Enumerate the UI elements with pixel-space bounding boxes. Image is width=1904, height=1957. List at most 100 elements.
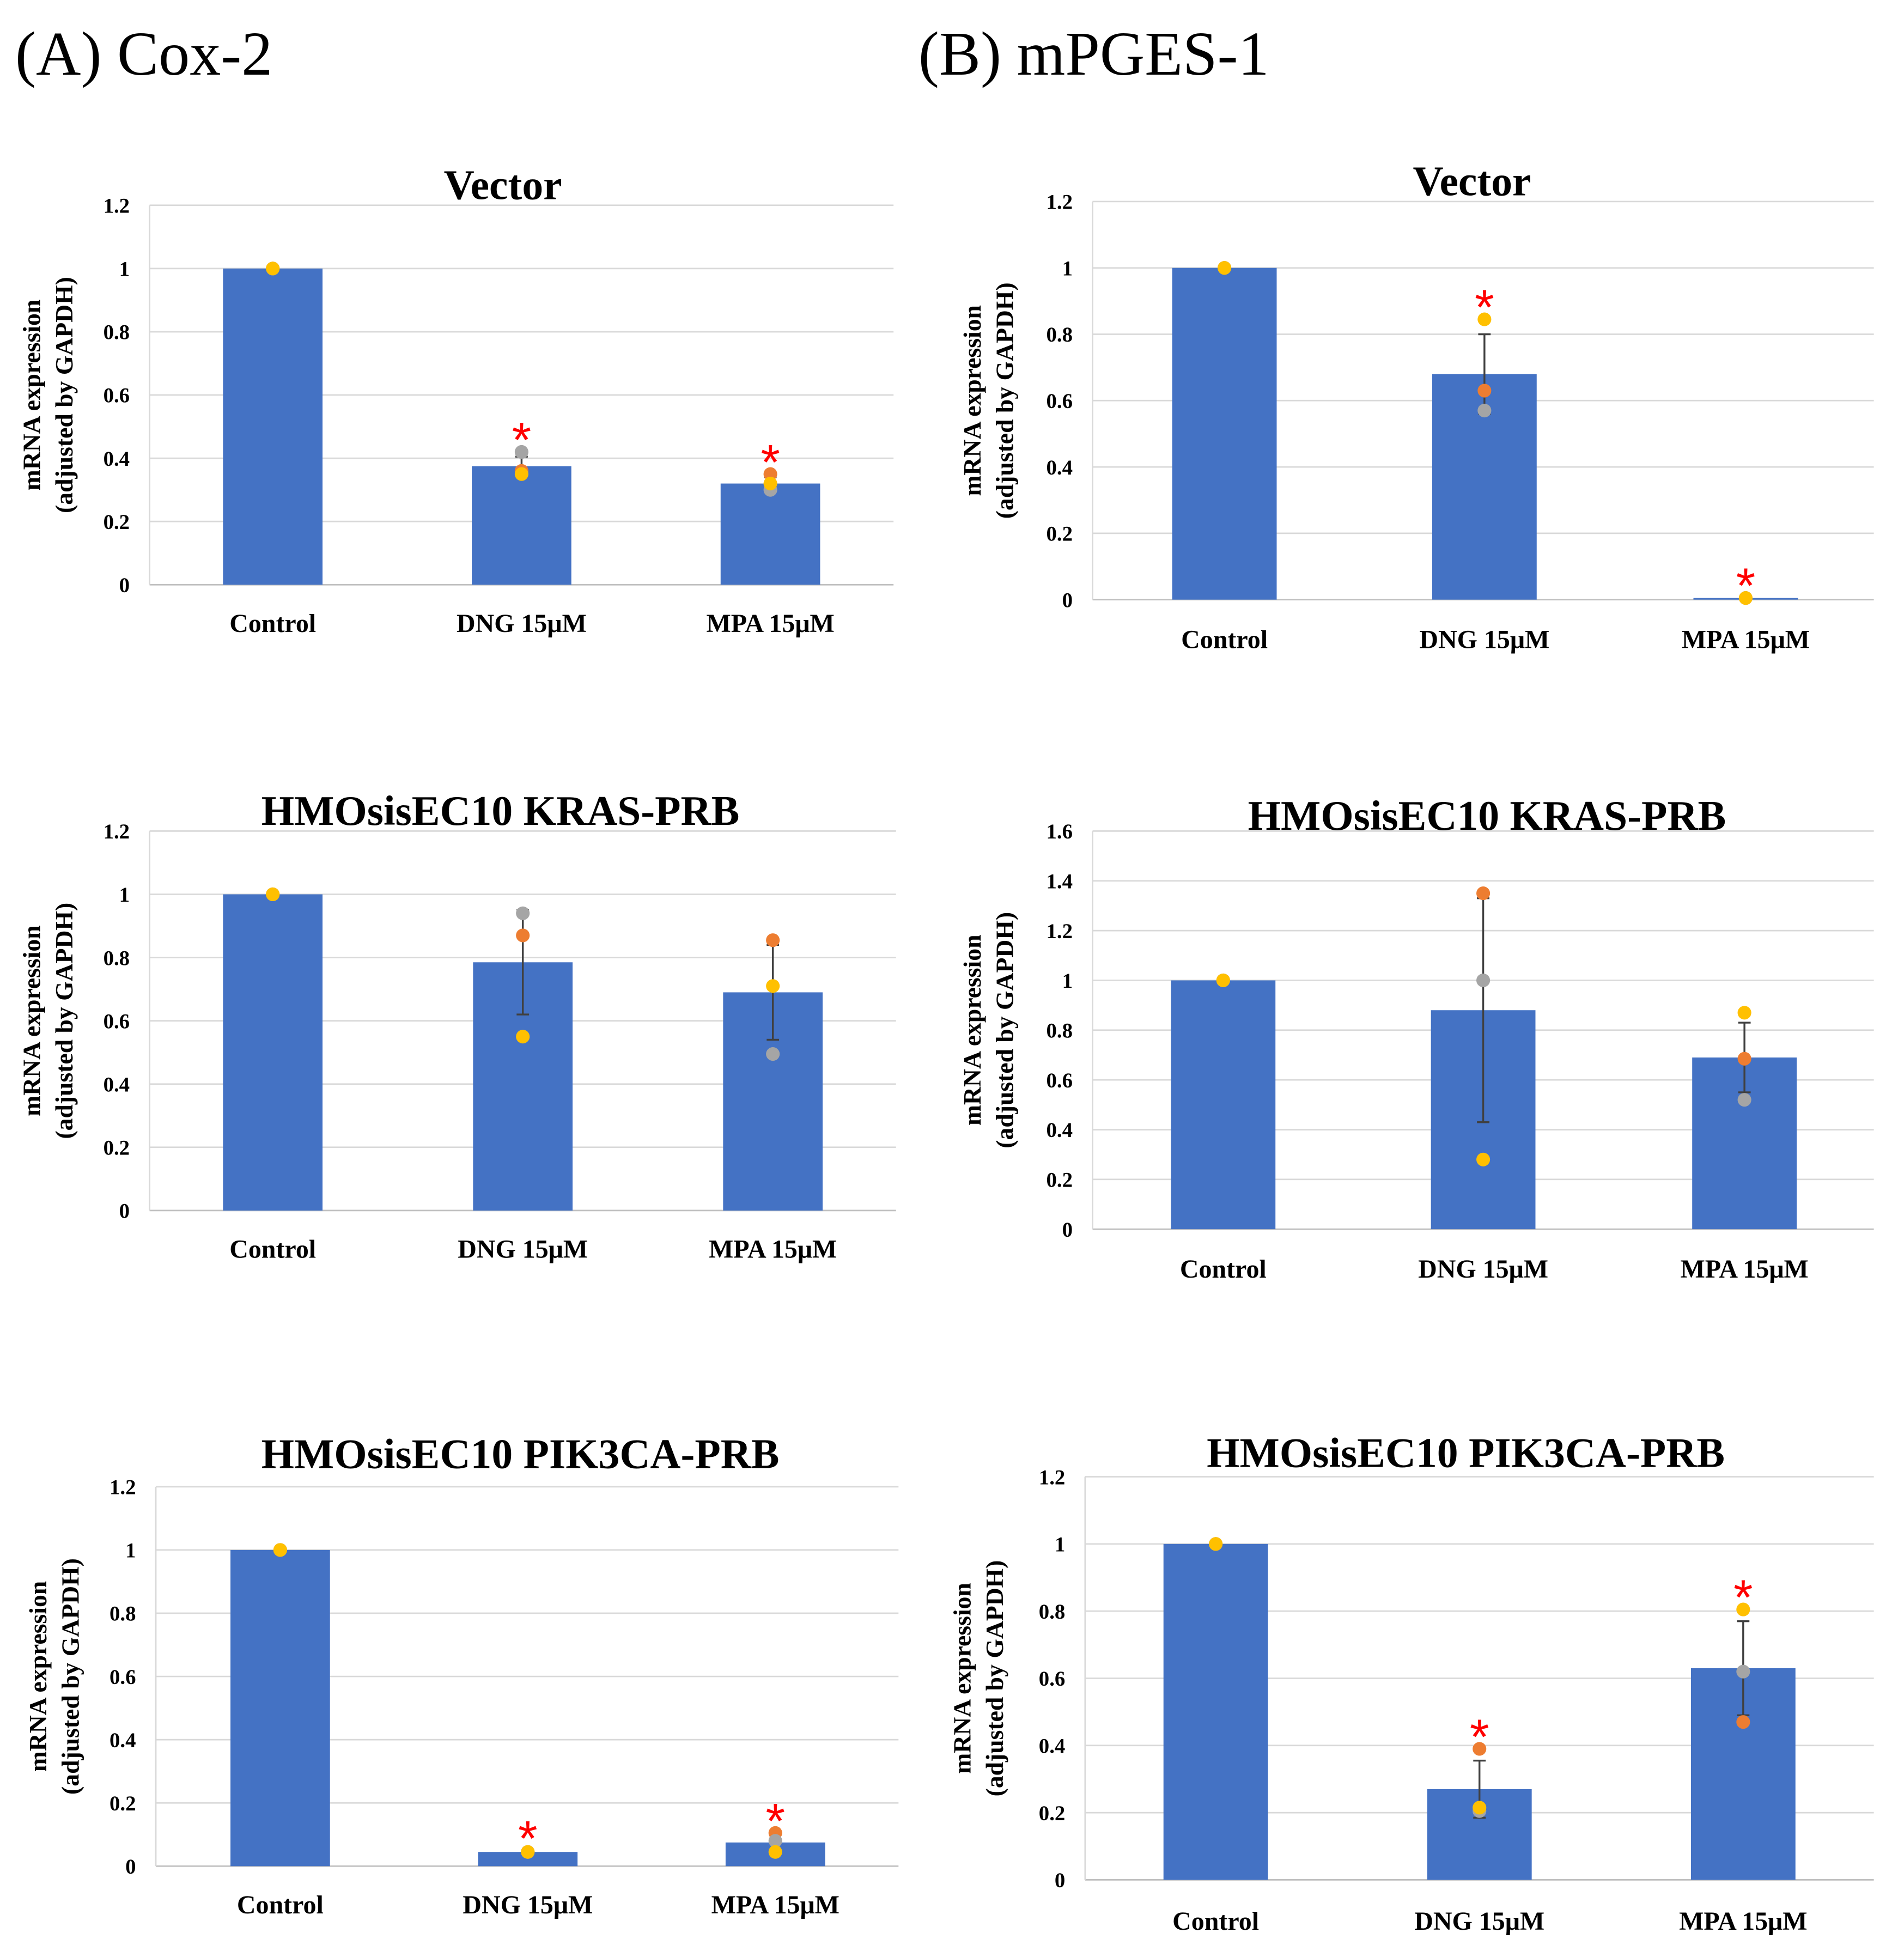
x-category-label: MPA 15μM: [709, 1235, 837, 1264]
data-point-rep3: [1736, 1602, 1750, 1616]
y-tick-label: 0.8: [110, 1602, 136, 1626]
y-axis-label: mRNA expression: [958, 305, 986, 496]
y-tick-label: 1: [1055, 1533, 1065, 1557]
data-point-rep1: [766, 933, 780, 947]
y-tick-label: 0.4: [104, 1073, 130, 1096]
bar: [223, 894, 323, 1211]
y-tick-label: 1.6: [1046, 820, 1073, 843]
y-tick-label: 0.6: [104, 1010, 130, 1033]
y-tick-label: 0: [119, 574, 130, 597]
data-point-rep2: [1476, 973, 1491, 987]
data-point-rep3: [266, 887, 280, 902]
y-axis-label: (adjusted by GAPDH): [981, 1560, 1008, 1797]
y-tick-label: 0.4: [110, 1729, 136, 1752]
y-tick-label: 0.6: [1039, 1667, 1066, 1691]
chart-a-1: 0 0.2 0.4 0.6 0.8 1 1.2 Vector mRNA expression (a…: [18, 161, 894, 638]
x-category-label: MPA 15μM: [1680, 1255, 1808, 1284]
y-axis-label: mRNA expression: [18, 925, 46, 1116]
y-tick-label: 1: [125, 1539, 136, 1563]
chart-a-3: 0 0.2 0.4 0.6 0.8 1 1.2 HMOsisEC10 PIK3CA-PRB mR…: [24, 1431, 899, 1919]
bar: [1163, 1543, 1268, 1880]
data-point-rep2: [768, 1834, 782, 1848]
y-tick-label: 0.4: [1039, 1735, 1066, 1758]
chart-b-3: 0 0.2 0.4 0.6 0.8 1 1.2 HMOsisEC10 PIK3CA-PRB mR…: [948, 1429, 1874, 1936]
y-tick-label: 1.2: [1046, 191, 1073, 214]
y-tick-label: 1.2: [1046, 920, 1073, 943]
chart-title: HMOsisEC10 KRAS-PRB: [1248, 792, 1726, 839]
y-tick-label: 0.2: [104, 510, 130, 534]
bar: [472, 466, 571, 585]
data-point-rep3: [1737, 1006, 1751, 1020]
significance-asterisk: *: [761, 434, 780, 490]
y-axis-label: (adjusted by GAPDH): [990, 282, 1018, 519]
data-point-rep3: [1477, 312, 1492, 326]
y-tick-label: 1: [119, 883, 130, 907]
y-axis-label: (adjusted by GAPDH): [56, 1558, 84, 1795]
y-tick-label: 0.4: [104, 447, 130, 471]
y-tick-label: 1.2: [110, 1476, 136, 1499]
chart-title: HMOsisEC10 PIK3CA-PRB: [261, 1431, 780, 1478]
data-point-rep3: [766, 979, 780, 993]
y-tick-label: 1: [1062, 257, 1073, 280]
data-point-rep2: [766, 1047, 780, 1061]
y-tick-label: 0.4: [1046, 456, 1073, 479]
data-point-rep3: [763, 476, 777, 491]
y-tick-label: 0.2: [110, 1792, 136, 1815]
y-tick-label: 0.8: [1046, 1019, 1073, 1042]
y-tick-label: 0.8: [104, 946, 130, 970]
data-point-rep3: [768, 1845, 782, 1859]
y-tick-label: 0.6: [1046, 1069, 1073, 1092]
data-point-rep1: [516, 928, 530, 943]
data-point-rep2: [1477, 404, 1492, 418]
data-point-rep1: [763, 467, 777, 481]
chart-title: HMOsisEC10 PIK3CA-PRB: [1207, 1429, 1725, 1476]
y-tick-label: 0.2: [1039, 1802, 1066, 1825]
significance-asterisk: *: [512, 412, 532, 468]
bar: [223, 268, 323, 585]
data-point-rep3: [1473, 1801, 1487, 1815]
x-category-label: Control: [1172, 1907, 1259, 1936]
chart-title: Vector: [1413, 158, 1531, 205]
y-tick-label: 1.2: [104, 820, 130, 843]
x-category-label: DNG 15μM: [1418, 1255, 1548, 1284]
chart-title: Vector: [444, 161, 562, 208]
y-tick-label: 1.4: [1046, 870, 1073, 893]
x-category-label: DNG 15μM: [1419, 625, 1549, 654]
data-point-rep3: [521, 1845, 535, 1859]
chart-b-1: 0 0.2 0.4 0.6 0.8 1 1.2 Vector mRNA expression (a…: [958, 158, 1874, 654]
y-tick-label: 0.2: [1046, 522, 1073, 546]
y-axis-label: (adjusted by GAPDH): [50, 903, 78, 1139]
y-tick-label: 1.2: [104, 194, 130, 217]
y-axis-label: mRNA expression: [24, 1581, 52, 1772]
data-point-rep2: [516, 906, 530, 920]
significance-asterisk: *: [1475, 279, 1494, 335]
data-point-rep3: [516, 1030, 530, 1044]
y-tick-label: 0.8: [1046, 323, 1073, 347]
chart-b-2: 0 0.2 0.4 0.6 0.8 1 1.2 1.4 1.6 HMOsisEC10 KRAS-P…: [958, 792, 1874, 1284]
x-category-label: MPA 15μM: [711, 1891, 840, 1919]
y-tick-label: 1: [119, 258, 130, 281]
chart-a-2: 0 0.2 0.4 0.6 0.8 1 1.2 HMOsisEC10 KRAS-PRB mRNA…: [18, 787, 896, 1264]
y-tick-label: 0: [125, 1855, 136, 1879]
data-point-rep3: [266, 262, 280, 276]
bar: [230, 1549, 330, 1867]
significance-asterisk: *: [1470, 1709, 1489, 1765]
panel-b-header: (B) mPGES-1: [918, 19, 1269, 88]
data-point-rep3: [1209, 1537, 1223, 1551]
x-category-label: MPA 15μM: [706, 609, 834, 638]
data-point-rep1: [1736, 1715, 1750, 1729]
data-point-rep3: [514, 467, 528, 481]
chart-title: HMOsisEC10 KRAS-PRB: [261, 787, 740, 834]
data-point-rep3: [1476, 1152, 1491, 1166]
data-point-rep2: [514, 445, 528, 459]
x-category-label: Control: [229, 1235, 316, 1264]
x-category-label: DNG 15μM: [1414, 1907, 1544, 1936]
data-point-rep3: [273, 1543, 287, 1557]
data-point-rep1: [1477, 384, 1492, 398]
y-axis-label: (adjusted by GAPDH): [50, 277, 78, 513]
y-tick-label: 0.2: [1046, 1168, 1073, 1192]
y-tick-label: 0.8: [104, 321, 130, 344]
data-point-rep3: [1218, 261, 1232, 275]
